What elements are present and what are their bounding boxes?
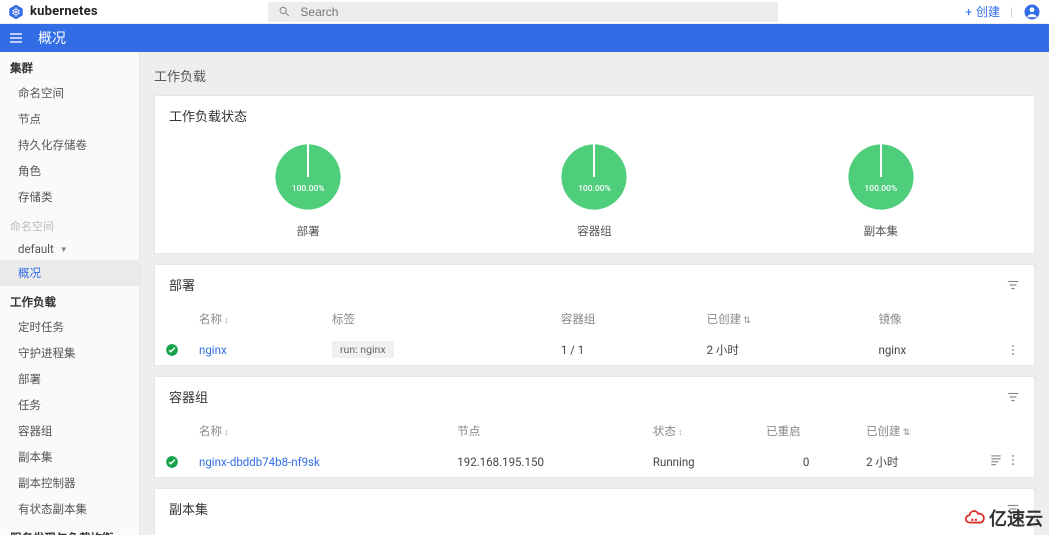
card-title: 工作负载状态: [169, 106, 247, 125]
col-pods[interactable]: 容器组: [726, 528, 807, 535]
cloud-icon: [964, 507, 986, 529]
search-box[interactable]: [268, 2, 778, 22]
col-status[interactable]: 状态: [643, 416, 756, 446]
brand: kubernetes: [8, 4, 268, 20]
main-content: 工作负载 工作负载状态 100.00% 部署 100.00% 容器组 100.00% 副本…: [140, 52, 1049, 535]
sidebar-item-daemonsets[interactable]: 守护进程集: [0, 340, 139, 366]
label-chip: run: nginx: [332, 341, 394, 358]
search-input[interactable]: [300, 5, 768, 19]
sidebar-item-overview[interactable]: 概况: [0, 260, 139, 286]
pods-cell: 1 / 1: [551, 334, 697, 365]
create-label: 创建: [976, 3, 1000, 20]
sidebar-item-pv[interactable]: 持久化存储卷: [0, 132, 139, 158]
workload-status-card: 工作负载状态 100.00% 部署 100.00% 容器组 100.00% 副本集: [154, 95, 1035, 254]
col-images[interactable]: 镜像: [868, 304, 996, 334]
card-title: 部署: [169, 275, 195, 294]
chevron-down-icon: ▼: [60, 245, 68, 254]
logs-icon[interactable]: [989, 453, 1003, 467]
breadcrumb-bar: 概况: [0, 24, 1049, 52]
namespace-selected: default: [18, 242, 54, 256]
node-cell: 192.168.195.150: [447, 446, 643, 477]
filter-icon[interactable]: [1006, 278, 1020, 292]
account-icon[interactable]: [1023, 3, 1041, 21]
col-name[interactable]: 名称: [189, 528, 351, 535]
plus-icon: +: [965, 5, 972, 19]
donut-caption: 部署: [297, 223, 320, 239]
more-icon[interactable]: [1006, 343, 1020, 357]
col-labels[interactable]: 标签: [322, 304, 551, 334]
donut-percent: 100.00%: [864, 184, 897, 194]
col-pods[interactable]: 容器组: [551, 304, 697, 334]
search-icon: [278, 5, 290, 18]
card-title: 容器组: [169, 387, 208, 406]
sidebar-item-roles[interactable]: 角色: [0, 158, 139, 184]
success-icon: [165, 343, 179, 357]
donut-percent: 100.00%: [292, 184, 325, 194]
replicasets-card: 副本集 名称 标签 容器组 已创建 镜像 nginx-dbddb74b8pod-…: [154, 488, 1035, 535]
col-name[interactable]: 名称: [189, 416, 447, 446]
success-icon: [165, 455, 179, 469]
donut-caption: 副本集: [864, 223, 899, 239]
donut-chart: 100.00%: [845, 141, 917, 213]
create-button[interactable]: + 创建: [965, 3, 1000, 20]
sidebar-group-workloads[interactable]: 工作负载: [0, 286, 139, 314]
table-row: nginx-dbddb74b8-nf9sk 192.168.195.150Runn…: [155, 446, 1034, 477]
status-chart: 100.00% 容器组: [558, 141, 630, 239]
donut-chart: 100.00%: [558, 141, 630, 213]
page-title: 工作负载: [154, 66, 1035, 85]
resource-link[interactable]: nginx-dbddb74b8-nf9sk: [199, 455, 320, 469]
topbar: kubernetes + 创建 |: [0, 0, 1049, 24]
status-cell: Running: [643, 446, 756, 477]
sidebar-group-namespace: 命名空间: [0, 210, 139, 238]
filter-icon[interactable]: [1006, 390, 1020, 404]
images-cell: nginx: [868, 334, 996, 365]
col-created[interactable]: 已创建: [697, 304, 869, 334]
namespace-select[interactable]: default ▼: [0, 238, 139, 260]
sidebar-item-replicationcontrollers[interactable]: 副本控制器: [0, 470, 139, 496]
created-cell: 2 小时: [697, 334, 869, 365]
menu-icon[interactable]: [8, 30, 24, 46]
sidebar-item-namespaces[interactable]: 命名空间: [0, 80, 139, 106]
col-name[interactable]: 名称: [189, 304, 322, 334]
card-title: 副本集: [169, 499, 208, 518]
resource-link[interactable]: nginx: [199, 343, 227, 357]
divider: |: [1010, 5, 1013, 19]
col-created[interactable]: 已创建: [807, 528, 903, 535]
breadcrumb-title: 概况: [38, 28, 66, 48]
pods-card: 容器组 名称 节点 状态 已重启 已创建 nginx-dbddb74b8-nf9…: [154, 376, 1035, 478]
kubernetes-logo-icon: [8, 4, 24, 20]
sidebar: 集群 命名空间 节点 持久化存储卷 角色 存储类 命名空间 default ▼ …: [0, 52, 140, 535]
donut-caption: 容器组: [577, 223, 612, 239]
col-labels[interactable]: 标签: [351, 528, 726, 535]
sidebar-item-jobs[interactable]: 任务: [0, 392, 139, 418]
sidebar-group-service[interactable]: 服务发现与负载均衡: [0, 522, 139, 535]
watermark-logo: 亿速云: [960, 503, 1047, 533]
col-node[interactable]: 节点: [447, 416, 643, 446]
sidebar-item-statefulsets[interactable]: 有状态副本集: [0, 496, 139, 522]
sidebar-item-pods[interactable]: 容器组: [0, 418, 139, 444]
col-created[interactable]: 已创建: [856, 416, 974, 446]
more-icon[interactable]: [1006, 453, 1020, 467]
sidebar-item-cronjobs[interactable]: 定时任务: [0, 314, 139, 340]
sidebar-item-storageclass[interactable]: 存储类: [0, 184, 139, 210]
table-row: nginxrun: nginx1 / 12 小时nginx: [155, 334, 1034, 365]
created-cell: 2 小时: [856, 446, 974, 477]
brand-text: kubernetes: [30, 4, 98, 19]
restarts-cell: 0: [756, 446, 856, 477]
deployments-card: 部署 名称 标签 容器组 已创建 镜像 nginx run: nginx 1 / 1…: [154, 264, 1035, 366]
sidebar-item-replicasets[interactable]: 副本集: [0, 444, 139, 470]
sidebar-item-deployments[interactable]: 部署: [0, 366, 139, 392]
status-chart: 100.00% 部署: [272, 141, 344, 239]
sidebar-group-cluster: 集群: [0, 52, 139, 80]
watermark-text: 亿速云: [989, 505, 1043, 531]
status-chart: 100.00% 副本集: [845, 141, 917, 239]
donut-percent: 100.00%: [578, 184, 611, 194]
sidebar-item-nodes[interactable]: 节点: [0, 106, 139, 132]
donut-chart: 100.00%: [272, 141, 344, 213]
topbar-actions: + 创建 |: [965, 3, 1041, 21]
col-restarts[interactable]: 已重启: [756, 416, 856, 446]
